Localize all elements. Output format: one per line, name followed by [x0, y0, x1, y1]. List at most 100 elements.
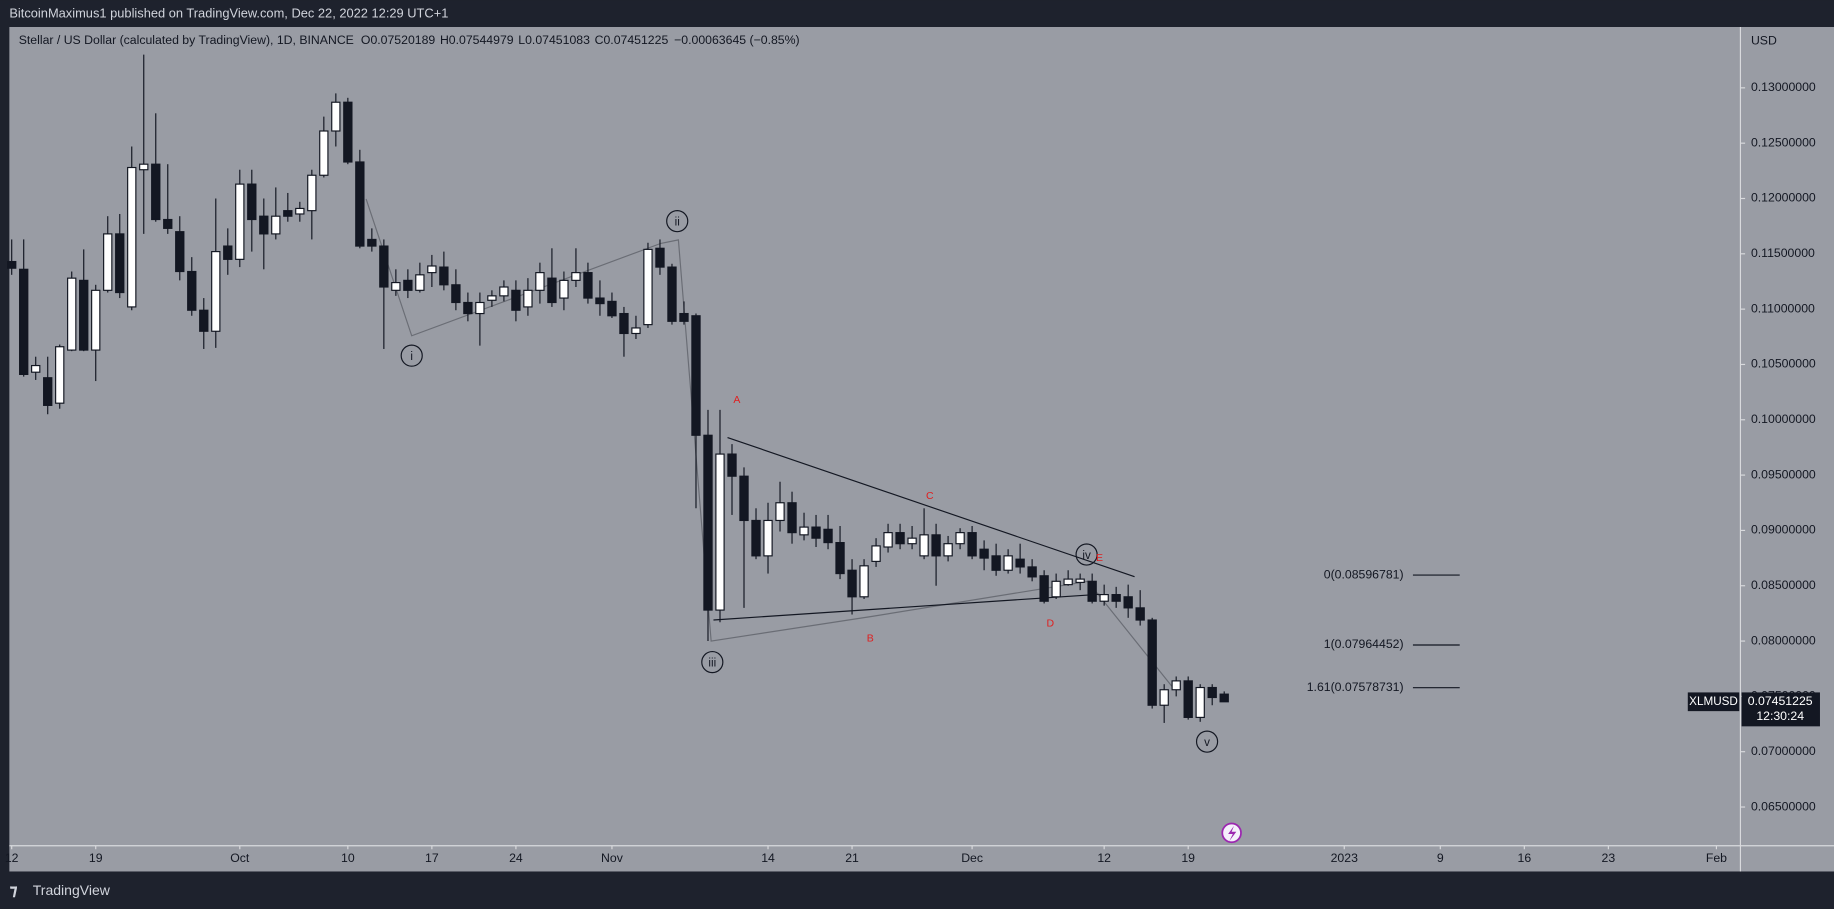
fib-label: 0(0.08596781)	[1324, 567, 1404, 581]
ohlc-letter: L	[518, 33, 525, 47]
candle-body	[127, 166, 137, 308]
candle-body	[847, 569, 857, 598]
candle-body	[763, 519, 773, 557]
ohlc-value: 0.07451083	[525, 33, 590, 47]
candle-body	[439, 266, 449, 286]
candle-body	[367, 238, 377, 247]
candle-body	[871, 545, 881, 562]
candle-body	[691, 315, 701, 436]
candle-body	[187, 270, 197, 311]
candle-body	[427, 265, 437, 274]
candle-body	[1003, 555, 1013, 571]
candle-body	[475, 301, 485, 315]
x-tick-label: 19	[1181, 851, 1195, 865]
candle-body	[835, 542, 845, 575]
candle-body	[7, 260, 17, 269]
candle-body	[799, 526, 809, 536]
x-tick-label: Dec	[961, 851, 983, 865]
y-tick-label: 0.11000000	[1751, 301, 1815, 315]
candle-body	[859, 565, 869, 598]
x-tick-label: 19	[89, 851, 103, 865]
candle-body	[679, 312, 689, 322]
candle-body	[595, 297, 605, 305]
x-tick-label: Oct	[230, 851, 250, 865]
y-tick-label: 0.13000000	[1751, 80, 1816, 94]
candle-body	[1051, 580, 1061, 598]
y-tick-label: 0.12000000	[1751, 191, 1816, 205]
ohlc-value: 0.07520189	[370, 33, 435, 47]
x-tick-label: 17	[425, 851, 439, 865]
candle-body	[883, 532, 893, 548]
candle-body	[1075, 578, 1085, 584]
candle-body	[415, 274, 425, 291]
candle-body	[1123, 596, 1133, 609]
countdown: 12:30:24	[1756, 709, 1804, 723]
x-tick-label: 2023	[1331, 851, 1358, 865]
candle-body	[1111, 594, 1121, 602]
candle-body	[319, 130, 329, 176]
candle-body	[1171, 680, 1181, 691]
candle-body	[175, 231, 185, 273]
candle-body	[931, 534, 941, 557]
candle-body	[55, 346, 65, 404]
wave-circle	[1195, 730, 1219, 753]
candle-body	[775, 502, 785, 522]
candle-body	[667, 266, 677, 322]
candle-body	[1207, 686, 1217, 699]
candle-body	[1015, 558, 1025, 568]
ohlc-letter: C	[595, 33, 604, 47]
wave-label: v	[1204, 736, 1210, 749]
triangle-label: C	[926, 490, 934, 502]
candle-body	[1219, 693, 1229, 703]
candle-body	[811, 526, 821, 539]
candle-body	[739, 475, 749, 522]
fib-label: 1.61(0.07578731)	[1307, 680, 1404, 694]
candle-body	[19, 268, 29, 375]
candle-body	[511, 289, 521, 311]
last-price: 0.07451225	[1748, 694, 1813, 708]
candle-body	[967, 532, 977, 557]
wave-circle	[1075, 543, 1098, 566]
x-tick-label: 16	[1518, 851, 1532, 865]
candle-body	[895, 532, 905, 545]
symbol-box	[1687, 692, 1740, 712]
candle-body	[283, 210, 293, 217]
candle-body	[547, 277, 557, 304]
candle-body	[1087, 580, 1097, 602]
candle-body	[67, 277, 77, 351]
event-bolt	[1228, 825, 1237, 842]
y-tick-label: 0.11500000	[1751, 246, 1815, 260]
x-tick-label: Nov	[601, 851, 624, 865]
wave-label: iv	[1082, 549, 1091, 562]
candle-body	[1183, 680, 1193, 718]
candle-body	[559, 279, 569, 299]
candle-body	[823, 528, 833, 544]
x-tick-label: 14	[761, 851, 775, 865]
candle-body	[955, 532, 965, 545]
candle-body	[1147, 619, 1157, 706]
candle-body	[1027, 566, 1037, 578]
fib-label: 1(0.07964452)	[1324, 637, 1404, 651]
x-tick-label: 23	[1602, 851, 1616, 865]
symbol-label: XLMUSD	[1689, 695, 1738, 708]
y-tick-label: 0.10000000	[1751, 412, 1816, 426]
candle-body	[943, 543, 953, 557]
candle-body	[583, 272, 593, 299]
x-tick-label: 21	[845, 851, 859, 865]
candle-body	[907, 537, 917, 545]
candle-body	[535, 272, 545, 291]
candle-body	[223, 245, 233, 260]
candle-body	[919, 534, 929, 557]
candle-body	[1063, 578, 1073, 586]
candle-body	[79, 279, 89, 351]
x-tick-label: 12	[1097, 851, 1111, 865]
candle-body	[115, 233, 125, 294]
candle-body	[727, 453, 737, 477]
y-tick-label: 0.08000000	[1751, 633, 1816, 647]
x-tick-label: 10	[341, 851, 355, 865]
y-tick-label: 0.10500000	[1751, 357, 1816, 371]
triangle-upper	[727, 436, 1135, 578]
candle-body	[379, 245, 389, 288]
candle-body	[499, 286, 509, 297]
candle-body	[703, 434, 713, 611]
